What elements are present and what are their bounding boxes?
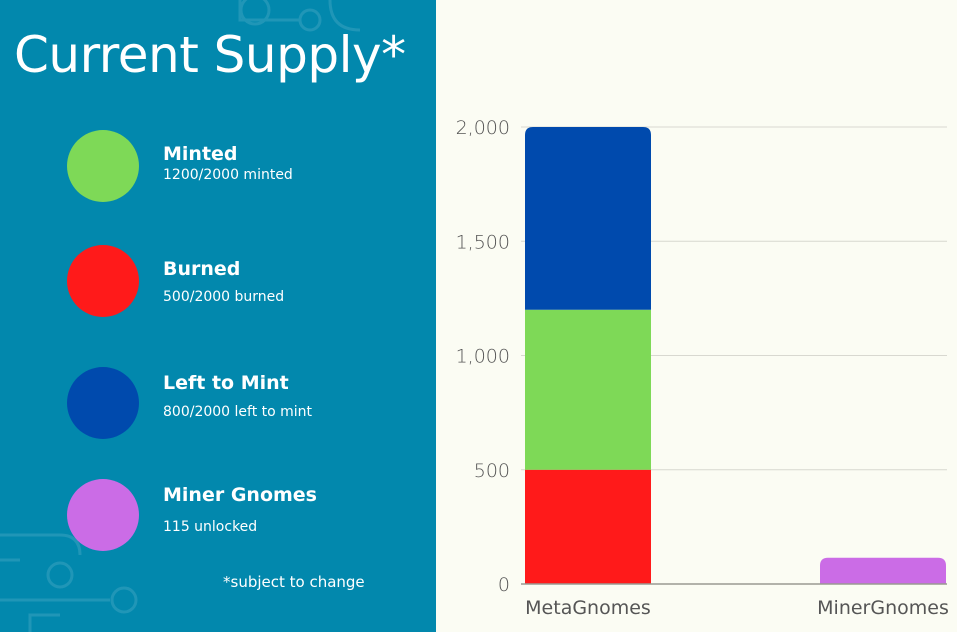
circuit-decoration xyxy=(0,0,361,632)
bar-segment-miner-gnomes-minergnomes xyxy=(820,557,946,584)
legend-label-left-to-mint: Left to Mint xyxy=(163,372,289,394)
y-tick-label: 1,000 xyxy=(456,346,510,368)
legend-label-miner-gnomes: Miner Gnomes xyxy=(163,484,317,506)
stacked-bar-chart: 0 500 1,000 1,500 2,000 MetaGnomes MinerGnomes xyxy=(456,117,949,619)
blue-circle-icon xyxy=(67,367,139,439)
legend-label-burned: Burned xyxy=(163,258,241,280)
purple-circle-icon xyxy=(67,479,139,551)
page-title: Current Supply* xyxy=(14,26,406,84)
legend-sub-minted: 1200/2000 minted xyxy=(163,167,293,183)
red-circle-icon xyxy=(67,245,139,317)
x-category-label: MinerGnomes xyxy=(817,597,949,619)
bar-segment-burned-metagnomes xyxy=(525,469,651,584)
footnote: *subject to change xyxy=(223,573,365,591)
supply-panel: Current Supply* Minted 1200/2000 minted … xyxy=(0,0,436,632)
legend-sub-miner-gnomes: 115 unlocked xyxy=(163,519,258,535)
y-tick-label: 1,500 xyxy=(456,231,510,253)
legend-item-burned: Burned 500/2000 burned xyxy=(67,245,427,317)
y-tick-label: 2,000 xyxy=(456,117,510,139)
legend-label-minted: Minted xyxy=(163,143,238,165)
x-category-label: MetaGnomes xyxy=(525,597,651,619)
legend-sub-left-to-mint: 800/2000 left to mint xyxy=(163,404,313,420)
bar-segment-left-to-mint-metagnomes xyxy=(525,127,651,310)
legend-item-left-to-mint: Left to Mint 800/2000 left to mint xyxy=(67,367,427,439)
y-tick-label: 500 xyxy=(474,460,510,482)
bar-segment-minted-metagnomes xyxy=(525,309,651,470)
legend-item-minted: Minted 1200/2000 minted xyxy=(67,130,427,202)
legend-item-miner-gnomes: Miner Gnomes 115 unlocked xyxy=(67,479,427,551)
green-circle-icon xyxy=(67,130,139,202)
y-tick-label: 0 xyxy=(498,574,510,596)
legend-sub-burned: 500/2000 burned xyxy=(163,289,285,305)
